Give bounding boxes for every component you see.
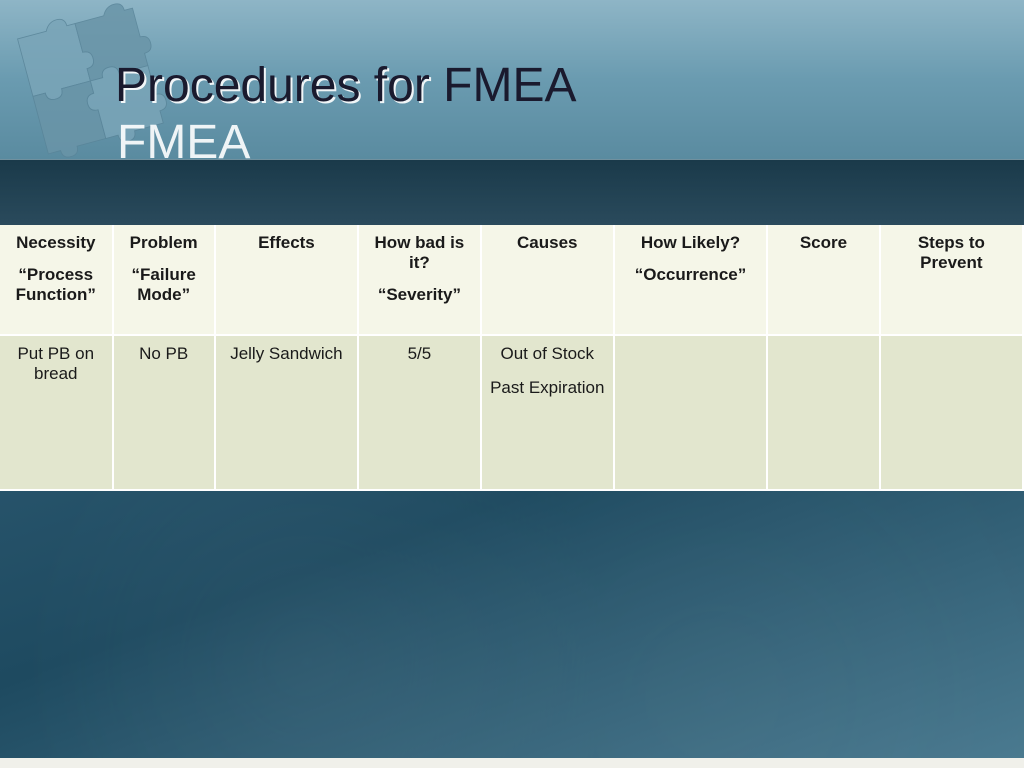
column-sublabel: “Process Function” [6,265,106,305]
cell-text: Past Expiration [488,378,607,398]
column-header: Causes [481,225,614,335]
column-label: Causes [517,233,577,252]
column-header: Steps to Prevent [880,225,1023,335]
column-header: Problem “Failure Mode” [113,225,215,335]
column-sublabel: “Occurrence” [621,265,760,285]
table-cell [880,335,1023,490]
column-label: Steps to Prevent [918,233,985,272]
column-label: How bad is it? [375,233,465,272]
table-header-row: Necessity “Process Function” Problem “Failu… [0,225,1023,335]
table-cell: Put PB on bread [0,335,113,490]
cell-text: Jelly Sandwich [230,344,342,363]
cell-text: Put PB on bread [17,344,94,383]
bottom-strip [0,758,1024,768]
column-label: Score [800,233,847,252]
column-label: How Likely? [641,233,740,252]
table-cell [767,335,880,490]
table-cell: 5/5 [358,335,481,490]
title-band: Procedures for FMEA Procedures for FMEA [0,0,1024,160]
column-sublabel: “Failure Mode” [120,265,208,305]
cell-text: Out of Stock [501,344,595,363]
fmea-table-wrap: Necessity “Process Function” Problem “Failu… [0,225,1024,491]
table-cell [614,335,767,490]
table-cell: Jelly Sandwich [215,335,358,490]
table-row: Put PB on bread No PB Jelly Sandwich 5/5 Out… [0,335,1023,490]
column-label: Effects [258,233,315,252]
column-label: Problem [130,233,198,252]
column-header: Necessity “Process Function” [0,225,113,335]
fmea-table: Necessity “Process Function” Problem “Failu… [0,225,1024,491]
cell-text: No PB [139,344,188,363]
table-cell: Out of Stock Past Expiration [481,335,614,490]
cell-text: 5/5 [408,344,432,363]
table-cell: No PB [113,335,215,490]
column-header: How Likely? “Occurrence” [614,225,767,335]
column-header: Effects [215,225,358,335]
column-header: How bad is it? “Severity” [358,225,481,335]
slide-title: Procedures for FMEA [115,58,576,113]
slide-title-wrap: Procedures for FMEA Procedures for FMEA [115,58,576,113]
column-header: Score [767,225,880,335]
column-sublabel: “Severity” [365,285,474,305]
column-label: Necessity [16,233,95,252]
